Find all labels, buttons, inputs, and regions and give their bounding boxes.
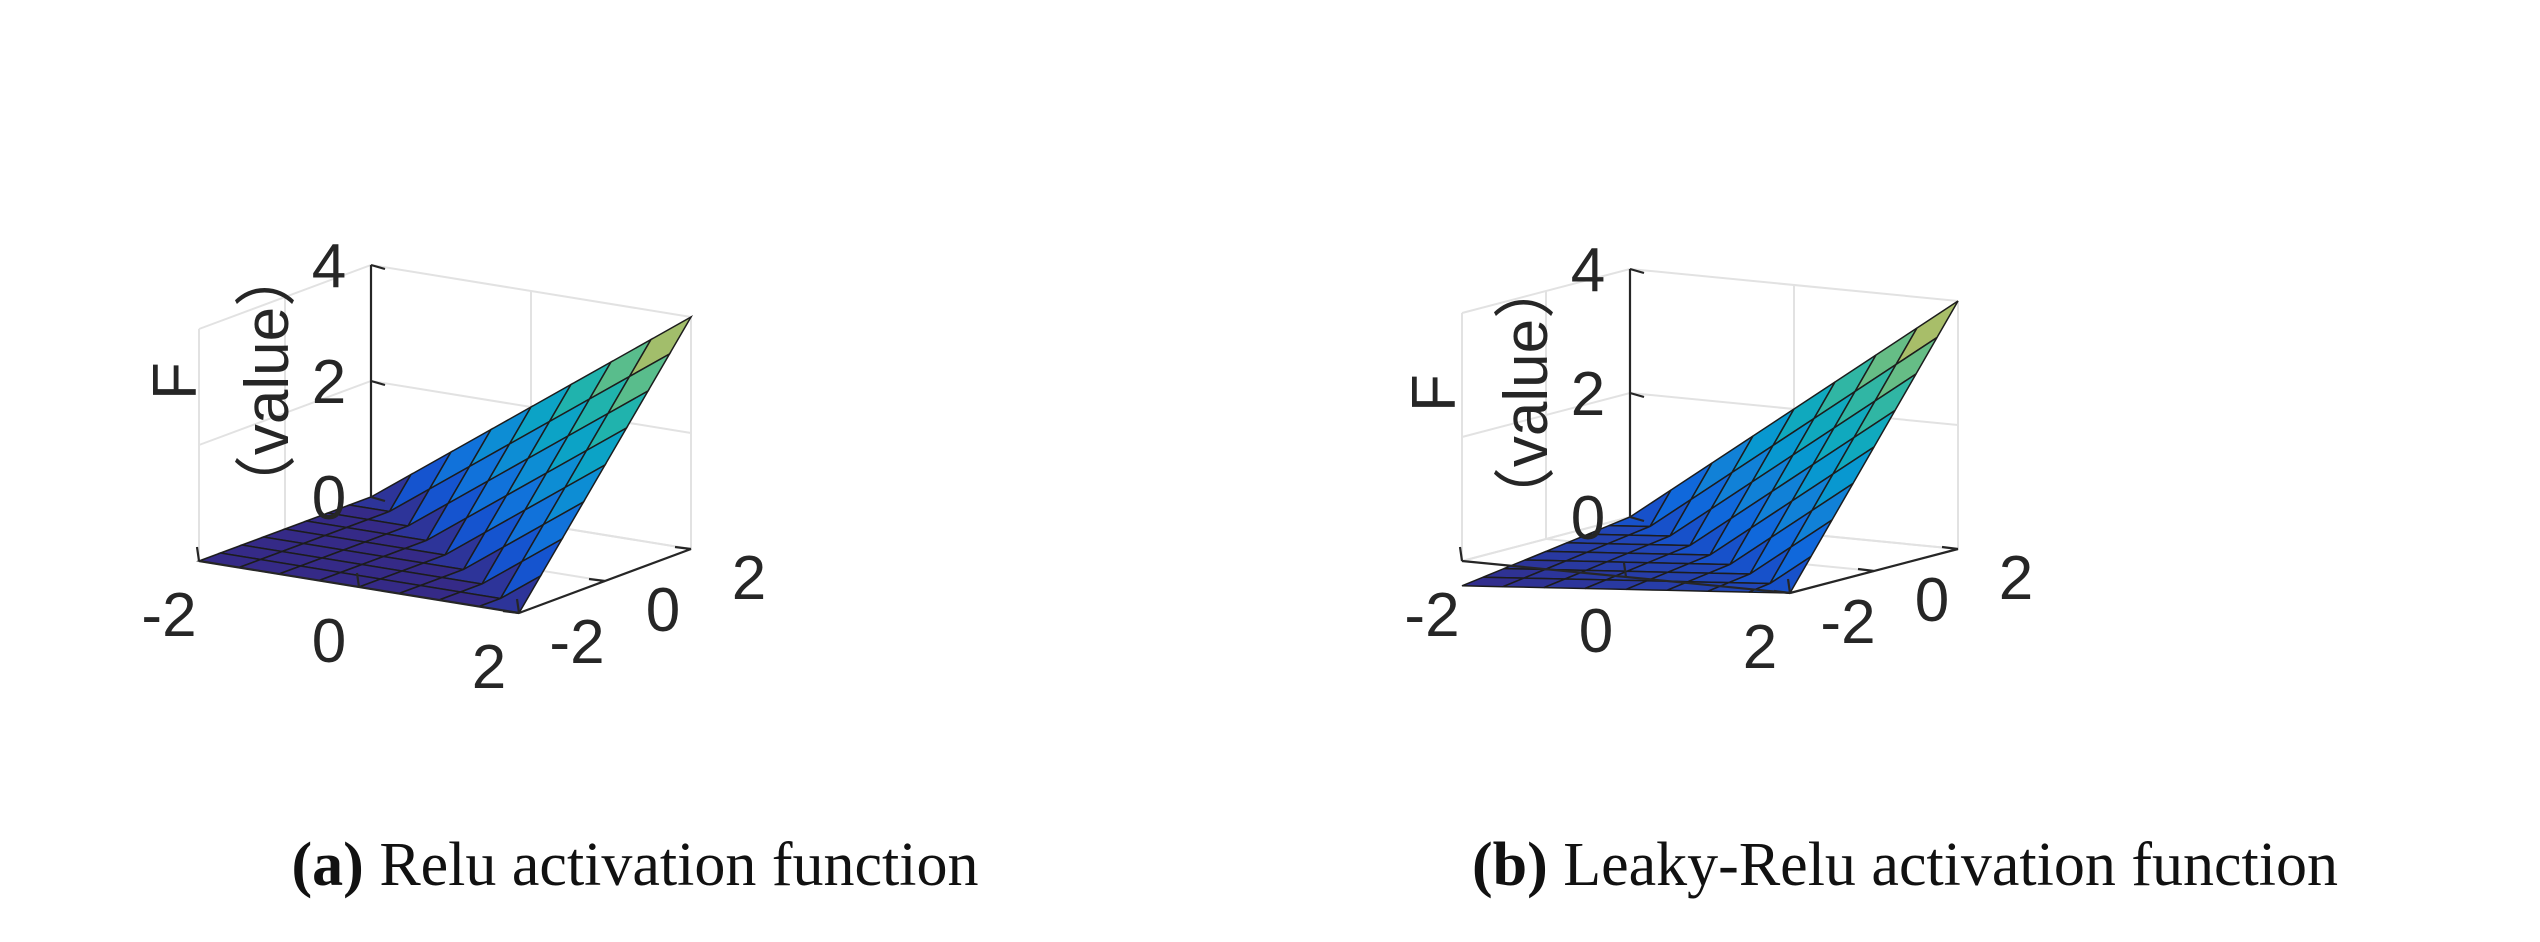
axes <box>1458 267 1959 595</box>
caption-relu: (a) Relu activation function <box>0 830 1270 901</box>
y-tick-label: 2 <box>1999 544 2033 613</box>
z-tick <box>1629 267 1645 275</box>
z-axis-label: F （value） <box>1400 257 1561 529</box>
x-tick <box>1786 578 1792 594</box>
panel-leaky-relu: -2 0 2 -2 0 2 0 2 4 F （value） (b) Leaky-Relu activ… <box>1270 0 2540 942</box>
z-tick <box>370 379 386 387</box>
y-tick <box>674 545 692 551</box>
z-tick <box>370 495 386 503</box>
x-tick-label: 2 <box>1743 613 1777 682</box>
surface <box>1461 300 1959 594</box>
z-label-line1: F <box>141 362 210 400</box>
z-tick-label: 0 <box>312 464 346 533</box>
caption-letter: (b) <box>1471 831 1548 899</box>
caption-leaky-relu: (b) Leaky-Relu activation function <box>1270 830 2540 901</box>
y-tick-label: 0 <box>646 576 680 645</box>
x-tick-label: 0 <box>1579 597 1613 666</box>
y-tick <box>502 609 520 615</box>
y-tick <box>1773 589 1791 595</box>
x-tick <box>1622 562 1628 578</box>
z-axis-label: F （value） <box>141 245 302 517</box>
x-tick <box>1458 546 1464 562</box>
x-tick-label: 2 <box>472 633 506 702</box>
y-tick-label: -2 <box>1820 588 1875 657</box>
z-label-line2: （value） <box>233 245 302 517</box>
z-tick-label: 2 <box>1571 360 1605 429</box>
y-tick-label: 2 <box>732 544 766 613</box>
y-tick-label: 0 <box>1915 566 1949 635</box>
z-tick-label: 4 <box>312 232 346 301</box>
y-tick <box>1941 545 1959 551</box>
caption-text: Relu activation function <box>379 831 979 899</box>
x-tick <box>355 572 361 588</box>
z-tick <box>1629 391 1645 399</box>
surface <box>196 314 694 614</box>
caption-letter: (a) <box>291 831 364 899</box>
x-tick-label: 0 <box>312 607 346 676</box>
x-tick <box>515 598 521 614</box>
z-tick-label: 4 <box>1571 236 1605 305</box>
y-tick <box>588 577 606 583</box>
z-tick <box>1629 515 1645 523</box>
x-tick <box>195 546 201 562</box>
caption-text: Leaky-Relu activation function <box>1563 831 2338 899</box>
x-tick-label: -2 <box>141 581 196 650</box>
z-tick-label: 2 <box>312 348 346 417</box>
y-tick-label: -2 <box>549 608 604 677</box>
y-tick <box>1857 567 1875 573</box>
z-tick-label: 0 <box>1571 484 1605 553</box>
panel-relu: -2 0 2 -2 0 2 0 2 4 F （value） (a) Relu activation … <box>0 232 1270 901</box>
z-label-line2: （value） <box>1492 257 1561 529</box>
z-tick <box>370 263 386 271</box>
axes <box>195 263 692 615</box>
x-tick-label: -2 <box>1404 581 1459 650</box>
z-label-line1: F <box>1400 374 1469 412</box>
